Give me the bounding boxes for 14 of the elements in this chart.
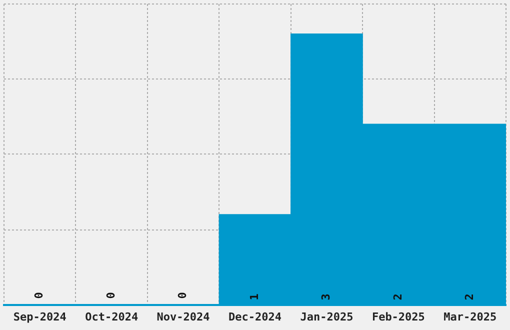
x-tick-label: Sep-2024: [13, 310, 67, 324]
data-label: 3: [320, 294, 333, 300]
data-label: 0: [104, 292, 118, 299]
x-tick-label: Feb-2025: [372, 310, 425, 324]
x-tick-label: Oct-2024: [85, 310, 138, 324]
data-label: 0: [176, 292, 190, 299]
x-tick-label: Jan-2025: [300, 310, 354, 324]
x-tick-label: Mar-2025: [444, 310, 497, 324]
x-tick-label: Nov-2024: [156, 310, 210, 324]
data-label: 2: [391, 294, 404, 300]
x-tick-label: Dec-2024: [228, 310, 282, 324]
data-label: 2: [463, 294, 476, 300]
data-label: 1: [248, 293, 261, 300]
data-label: 0: [32, 292, 46, 299]
